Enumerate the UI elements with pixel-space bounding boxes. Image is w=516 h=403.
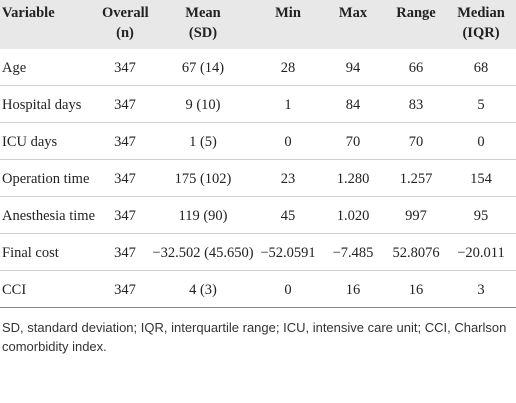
table-cell: −52.0591: [256, 233, 320, 271]
table-cell: 119 (90): [150, 196, 256, 234]
table-cell: 5: [446, 85, 516, 123]
table-cell: 347: [100, 196, 150, 234]
table-row: ICU days 347 1 (5) 0 70 70 0: [0, 122, 516, 160]
row-label: Anesthesia time: [0, 196, 100, 234]
table-cell: −7.485: [320, 233, 386, 271]
data-table: Variable Overall (n) Mean (SD) Min Max Range Med…: [0, 0, 516, 308]
footnote: SD, standard deviation; IQR, interquarti…: [2, 320, 507, 354]
table-cell: 1.280: [320, 159, 386, 197]
table-cell: 94: [320, 49, 386, 86]
header-cell: Mean (SD): [150, 0, 256, 49]
table-row: Age 347 67 (14) 28 94 66 68: [0, 49, 516, 86]
table-cell: 16: [386, 270, 446, 308]
table-cell: 45: [256, 196, 320, 234]
table-row: Operation time 347 175 (102) 23 1.280 1.257 15…: [0, 159, 516, 197]
table-cell: 52.8076: [386, 233, 446, 271]
header-text: Min: [275, 5, 301, 21]
table-cell: 997: [386, 196, 446, 234]
table-cell: 1.020: [320, 196, 386, 234]
table-cell: −32.502 (45.650): [150, 233, 256, 271]
table-cell: 23: [256, 159, 320, 197]
row-label: Final cost: [0, 233, 100, 271]
table-cell: 4 (3): [150, 270, 256, 308]
header-row: Variable Overall (n) Mean (SD) Min Max Range Med…: [0, 0, 516, 49]
table-cell: 68: [446, 49, 516, 86]
row-label: Hospital days: [0, 85, 100, 123]
table-row: Hospital days 347 9 (10) 1 84 83 5: [0, 85, 516, 123]
header-text: (n): [116, 25, 134, 41]
table-cell: 70: [320, 122, 386, 160]
table-cell: 3: [446, 270, 516, 308]
row-label: Age: [0, 49, 100, 86]
header-text: Range: [396, 5, 436, 21]
header-text: Median: [457, 5, 505, 21]
header-text: (IQR): [462, 25, 500, 41]
table-body: Age 347 67 (14) 28 94 66 68 Hospital days 347 9 (…: [0, 49, 516, 308]
table-cell: 347: [100, 49, 150, 86]
table-cell: 0: [256, 270, 320, 308]
table-cell: 67 (14): [150, 49, 256, 86]
header-text: Mean: [185, 5, 221, 21]
table-row: CCI 347 4 (3) 0 16 16 3: [0, 270, 516, 308]
table-cell: 83: [386, 85, 446, 123]
header-cell: Max: [320, 0, 386, 49]
table-cell: 347: [100, 122, 150, 160]
table-cell: 347: [100, 233, 150, 271]
table-cell: 84: [320, 85, 386, 123]
table-cell: 347: [100, 270, 150, 308]
table-cell: 0: [256, 122, 320, 160]
header-cell: Overall (n): [100, 0, 150, 49]
table-cell: 0: [446, 122, 516, 160]
table-cell: 154: [446, 159, 516, 197]
header-cell: Median (IQR): [446, 0, 516, 49]
header-cell: Variable: [0, 0, 100, 49]
table-cell: 1.257: [386, 159, 446, 197]
row-label: CCI: [0, 270, 100, 308]
row-label: Operation time: [0, 159, 100, 197]
table-cell: 9 (10): [150, 85, 256, 123]
table-cell: 66: [386, 49, 446, 86]
table-cell: 175 (102): [150, 159, 256, 197]
header-text: Variable: [2, 5, 55, 21]
table-cell: 95: [446, 196, 516, 234]
table-cell: 16: [320, 270, 386, 308]
table-cell: 70: [386, 122, 446, 160]
table-cell: 347: [100, 159, 150, 197]
table-row: Final cost 347 −32.502 (45.650) −52.0591 −7.…: [0, 233, 516, 271]
header-cell: Range: [386, 0, 446, 49]
header-text: (SD): [188, 25, 218, 41]
table-row: Anesthesia time 347 119 (90) 45 1.020 997 95: [0, 196, 516, 234]
table-cell: 347: [100, 85, 150, 123]
header-text: Overall: [102, 5, 149, 21]
header-text: Max: [338, 5, 368, 21]
row-label: ICU days: [0, 122, 100, 160]
table-cell: −20.011: [446, 233, 516, 271]
header-cell: Min: [256, 0, 320, 49]
table-cell: 1: [256, 85, 320, 123]
table-cell: 28: [256, 49, 320, 86]
table-header: Variable Overall (n) Mean (SD) Min Max Range Med…: [0, 0, 516, 49]
table-cell: 1 (5): [150, 122, 256, 160]
